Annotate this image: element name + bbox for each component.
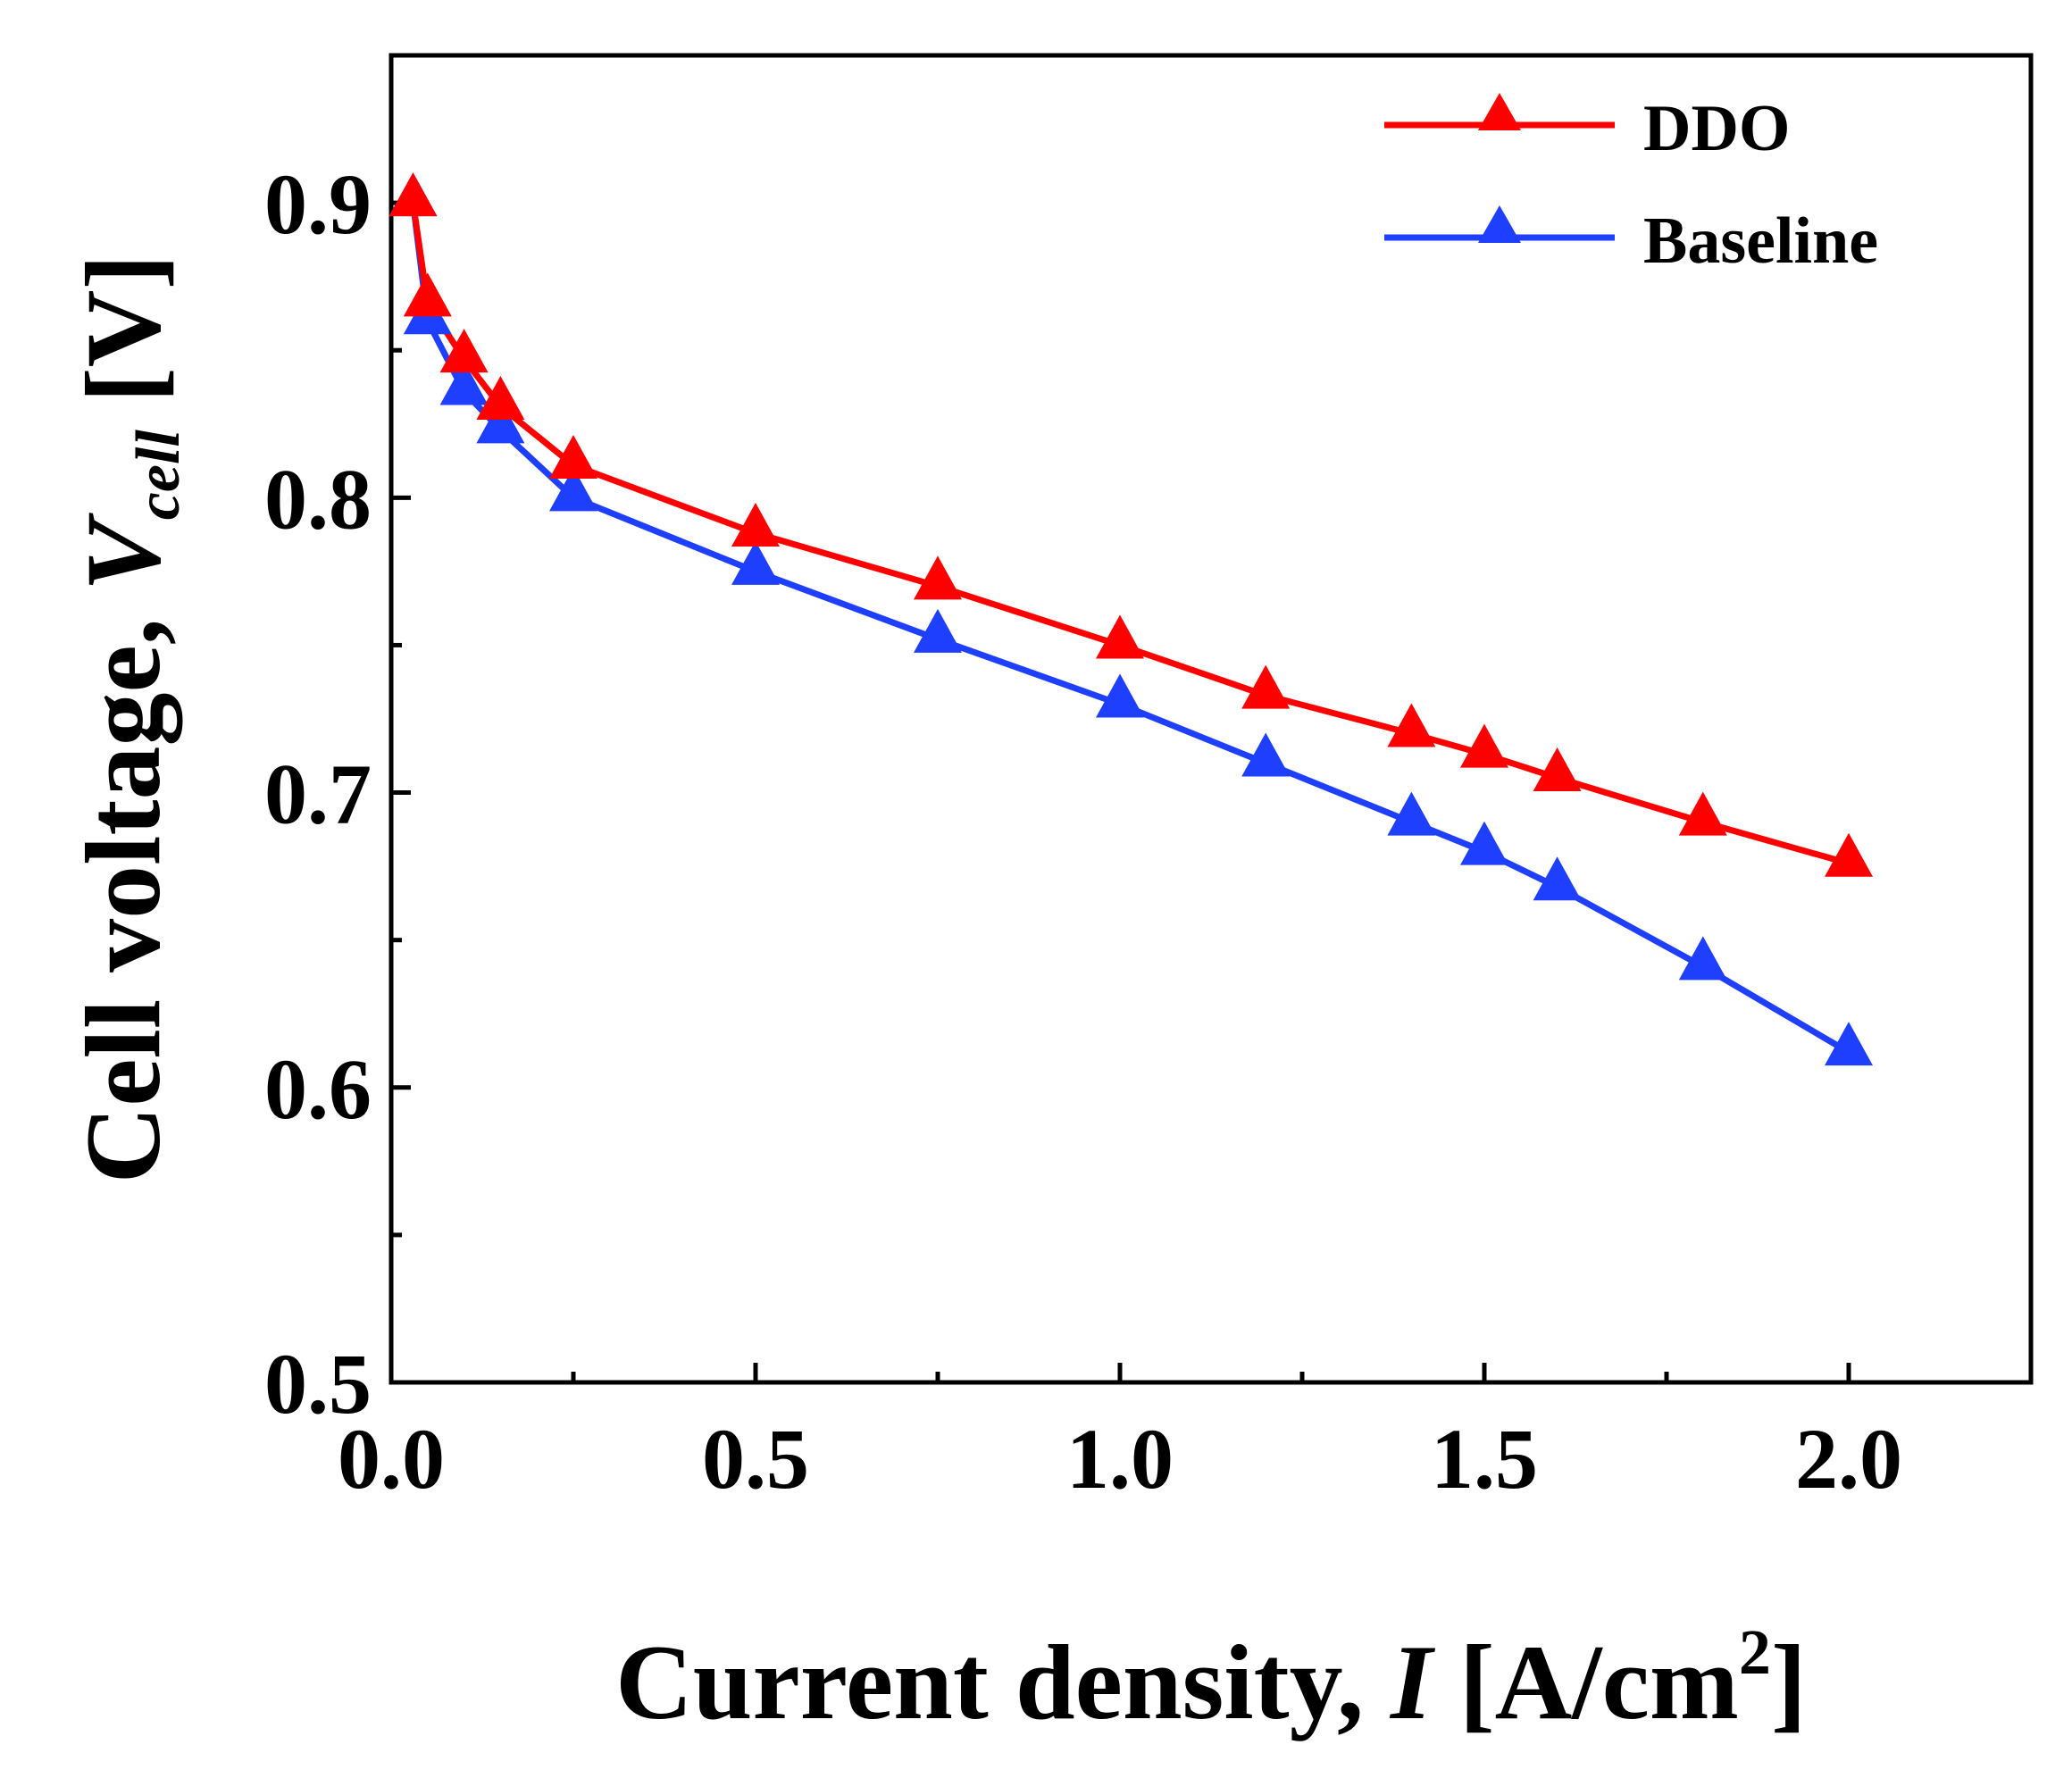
legend-baseline-label: Baseline: [1643, 205, 1878, 278]
data-point-ddo: [1096, 614, 1144, 659]
y-axis-title: Cell voltage, Vcell [V]: [63, 255, 193, 1184]
data-point-ddo: [403, 272, 452, 317]
data-point-ddo: [731, 502, 780, 547]
data-point-baseline: [1241, 732, 1291, 777]
data-point-ddo: [476, 375, 525, 420]
y-tick-label: 0.8: [264, 451, 372, 547]
data-point-baseline: [731, 540, 780, 585]
x-tick-label: 1.5: [1431, 1411, 1538, 1507]
axis-ticks: 0.0 0.5 1.0 1.5 2.00.50.60.70.80.9: [264, 156, 1902, 1507]
data-point-baseline: [1460, 821, 1508, 865]
legend-baseline-marker: [1478, 205, 1521, 243]
data-point-baseline: [549, 467, 597, 512]
legend: DDO Baseline: [1384, 92, 1878, 278]
x-tick-label: 2.0: [1795, 1411, 1902, 1507]
x-axis-title: Current density, I [A/cm2]: [615, 1616, 1807, 1741]
data-point-baseline: [1533, 856, 1582, 901]
data-point-ddo: [388, 172, 438, 217]
data-point-ddo: [1387, 703, 1436, 747]
data-point-ddo: [1241, 664, 1291, 709]
legend-ddo-marker: [1478, 93, 1521, 130]
x-tick-label: 0.0: [338, 1411, 445, 1507]
y-tick-label: 0.9: [264, 156, 372, 252]
x-tick-label: 1.0: [1066, 1411, 1174, 1507]
data-point-baseline: [1825, 1022, 1873, 1066]
legend-ddo-label: DDO: [1643, 92, 1790, 165]
plot-area: [388, 53, 2034, 1385]
data-point-baseline: [1096, 673, 1144, 718]
data-point-baseline: [1678, 936, 1727, 981]
data-point-ddo: [439, 329, 489, 373]
x-tick-label: 0.5: [702, 1411, 809, 1507]
data-point-ddo: [549, 435, 597, 480]
y-tick-label: 0.6: [264, 1041, 372, 1137]
data-point-baseline: [1387, 791, 1436, 836]
data-point-baseline: [914, 608, 962, 653]
data-point-baseline: [439, 361, 489, 405]
data-point-ddo: [1533, 747, 1582, 792]
data-point-ddo: [1825, 832, 1873, 877]
series-markers: [388, 172, 1873, 1066]
data-point-ddo: [1460, 723, 1508, 768]
y-tick-label: 0.5: [264, 1336, 372, 1432]
data-point-ddo: [1678, 791, 1727, 836]
y-tick-label: 0.7: [264, 747, 372, 842]
data-point-baseline: [476, 399, 525, 444]
data-point-ddo: [914, 555, 962, 600]
